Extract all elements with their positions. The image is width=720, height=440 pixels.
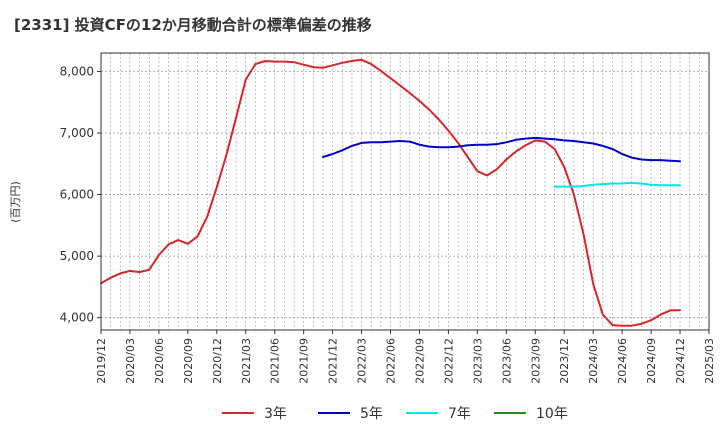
- grid-layer: [101, 53, 709, 330]
- x-tick-labels: 2019/12 2020/03 2020/06 2020/09 2020/12 2021/…: [95, 330, 716, 384]
- y-tick-label: 7,000: [60, 126, 94, 140]
- y-tick-labels: 4,000 5,000 6,000 7,000 8,000: [60, 64, 101, 325]
- series-line-7年: [553, 181, 681, 188]
- x-tick-label: 2022/12: [442, 338, 455, 384]
- x-tick-label: 2021/09: [298, 338, 311, 384]
- series-layer: [100, 58, 681, 327]
- x-tick-label: 2025/03: [703, 338, 716, 384]
- x-tick-label: 2020/06: [153, 338, 166, 384]
- x-tick-label: 2020/03: [124, 338, 137, 384]
- x-tick-label: 2020/12: [211, 338, 224, 384]
- x-tick-label: 2019/12: [95, 338, 108, 384]
- x-tick-label: 2024/12: [674, 338, 687, 384]
- x-tick-label: 2021/06: [269, 338, 282, 384]
- plot-border: [100, 52, 710, 331]
- x-tick-label: 2024/06: [616, 338, 629, 384]
- x-tick-label: 2024/09: [645, 338, 658, 384]
- x-tick-label: 2024/03: [587, 338, 600, 384]
- x-tick-label: 2022/06: [385, 338, 398, 384]
- y-tick-label: 8,000: [60, 64, 94, 78]
- y-tick-label: 4,000: [60, 311, 94, 325]
- x-tick-label: 2022/09: [413, 338, 426, 384]
- legend-label-10年: 10年: [536, 406, 568, 422]
- x-tick-label: 2023/09: [529, 338, 542, 384]
- legend-label-7年: 7年: [448, 406, 471, 422]
- x-tick-label: 2023/06: [500, 338, 513, 384]
- chart-title: [2331] 投資CFの12か月移動合計の標準偏差の推移: [14, 16, 372, 34]
- y-axis-label: (百万円): [9, 181, 22, 223]
- plot-background: [101, 53, 709, 330]
- x-tick-label: 2021/03: [240, 338, 253, 384]
- x-tick-label: 2020/09: [182, 338, 195, 384]
- y-tick-label: 5,000: [60, 249, 94, 263]
- legend-label-3年: 3年: [264, 406, 287, 422]
- legend: 3年 5年 7年 10年: [222, 406, 568, 422]
- x-tick-label: 2023/03: [471, 338, 484, 384]
- series-line-5年: [322, 136, 681, 163]
- x-tick-label: 2022/03: [356, 338, 369, 384]
- y-tick-label: 6,000: [60, 188, 94, 202]
- series-line-3年: [100, 58, 681, 327]
- x-tick-label: 2023/12: [558, 338, 571, 384]
- x-tick-label: 2021/12: [327, 338, 340, 384]
- legend-label-5年: 5年: [360, 406, 383, 422]
